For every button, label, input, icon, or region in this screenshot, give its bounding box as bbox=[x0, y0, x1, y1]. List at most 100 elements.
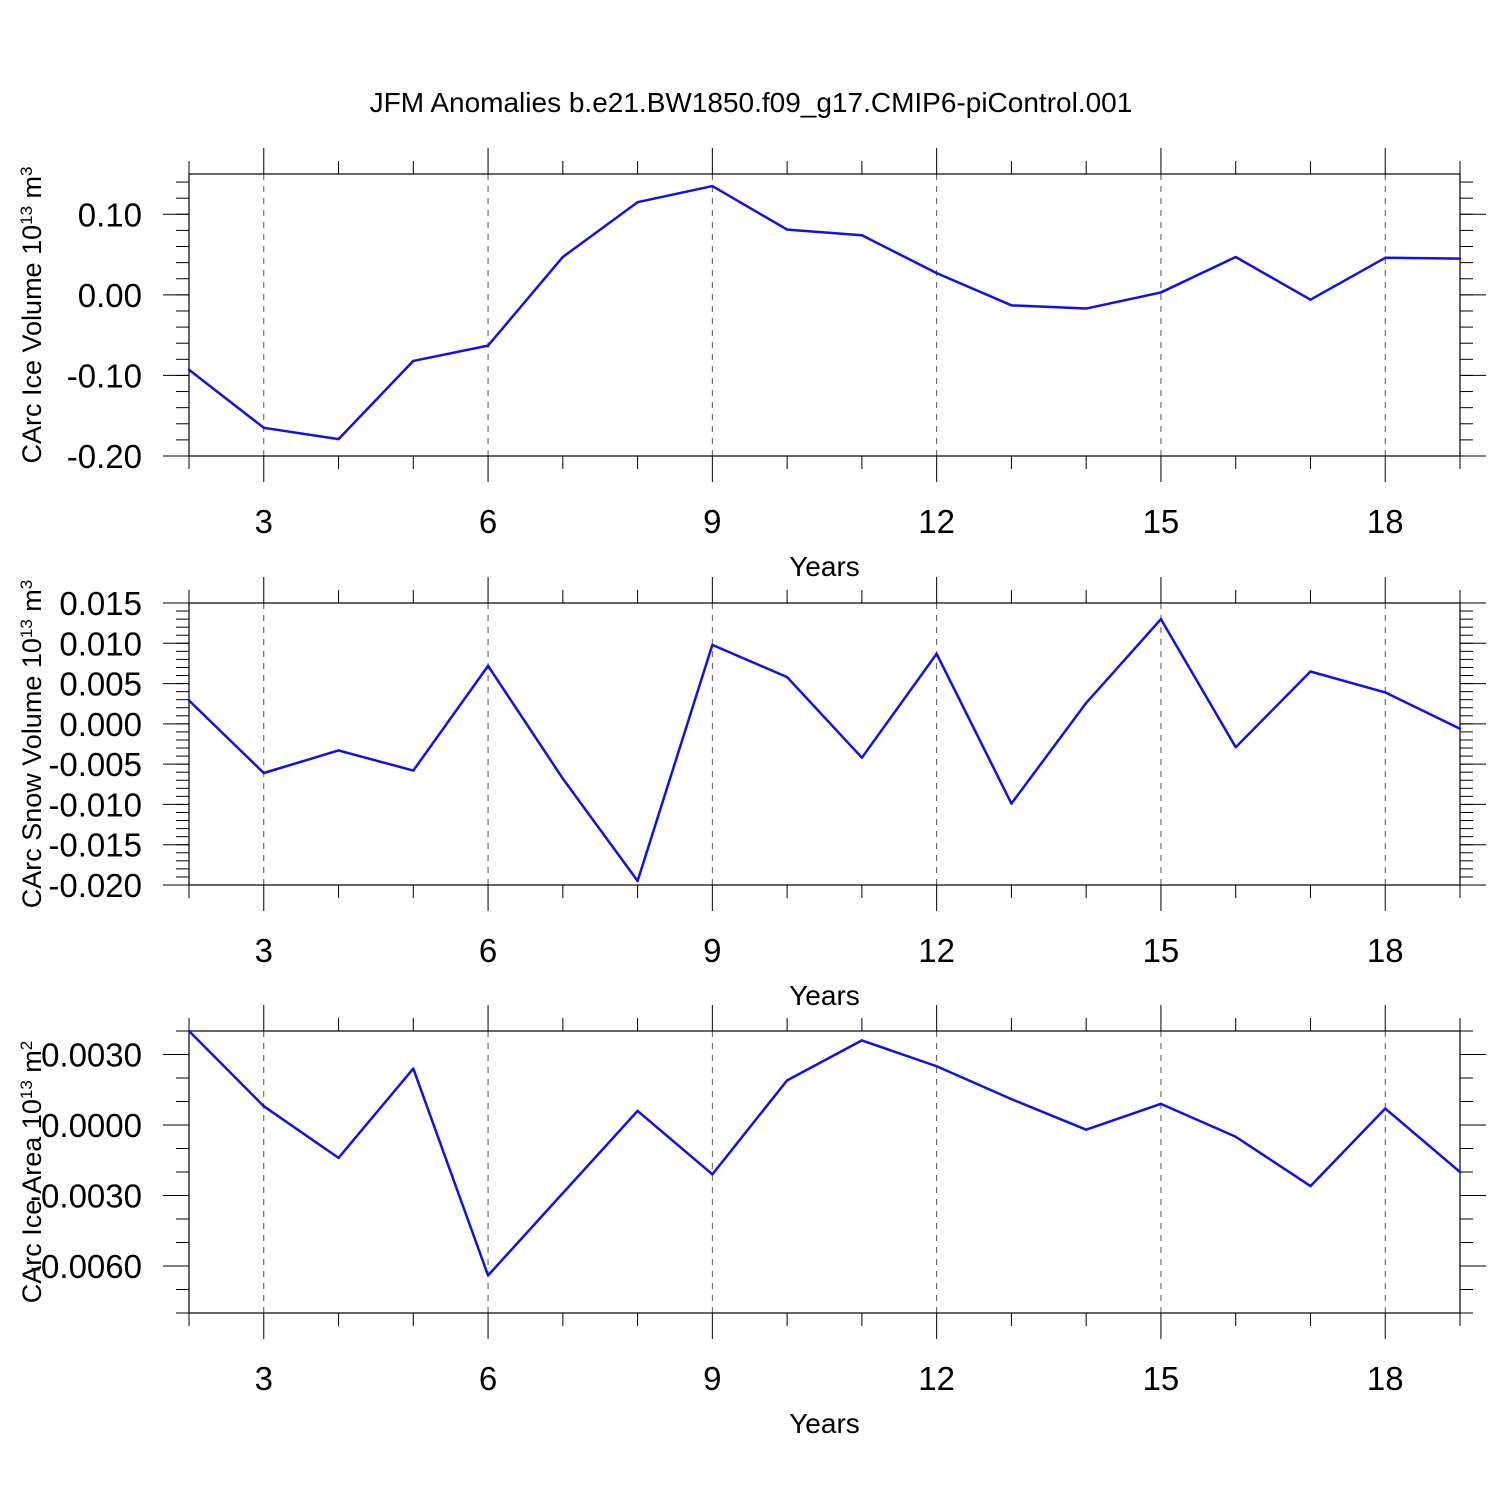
data-point bbox=[860, 1039, 864, 1042]
chart-panels: 3 6 9 12 15 18 Years -0.20 -0.10 0.00 0.10 CArc Ice… bbox=[17, 148, 1486, 1439]
data-point bbox=[187, 368, 191, 371]
y-axis-label-unit: m bbox=[17, 589, 47, 619]
series-line bbox=[188, 617, 1461, 883]
data-point bbox=[262, 1105, 265, 1108]
y-tick-label: -0.0030 bbox=[30, 1178, 142, 1215]
data-point bbox=[1234, 1135, 1237, 1138]
data-point bbox=[561, 1191, 565, 1195]
data-point bbox=[935, 652, 938, 655]
x-tick-label: 3 bbox=[255, 1360, 273, 1397]
data-point bbox=[1010, 304, 1013, 307]
x-tick-label: 6 bbox=[479, 503, 497, 540]
data-point bbox=[1234, 746, 1237, 749]
x-tick-label: 18 bbox=[1367, 932, 1404, 969]
y-tick-label: -0.20 bbox=[67, 438, 142, 475]
data-point bbox=[711, 1173, 714, 1176]
data-point bbox=[412, 359, 415, 363]
y-axis-label-unit-exponent: 2 bbox=[17, 1041, 36, 1050]
data-point bbox=[412, 769, 415, 772]
y-tick-label: 0.0030 bbox=[41, 1037, 142, 1074]
data-point bbox=[337, 437, 340, 441]
x-axis-label: Years bbox=[789, 980, 860, 1011]
y-axis-label: CArc Snow Volume 1013 m3 bbox=[17, 580, 48, 909]
data-point bbox=[486, 664, 490, 668]
data-point bbox=[711, 643, 714, 647]
data-point bbox=[711, 184, 714, 188]
data-point bbox=[636, 879, 639, 883]
y-axis-label-unit: m bbox=[17, 176, 47, 206]
data-point bbox=[1010, 802, 1013, 805]
y-tick-label: -0.005 bbox=[48, 746, 142, 783]
data-point bbox=[1458, 257, 1462, 260]
data-point bbox=[1309, 1184, 1312, 1188]
data-point bbox=[187, 1029, 191, 1033]
y-axis-label-exponent: 13 bbox=[17, 206, 36, 225]
data-point bbox=[1309, 298, 1312, 301]
y-axis-label-exponent: 13 bbox=[17, 1080, 36, 1099]
data-point bbox=[636, 201, 639, 204]
data-point bbox=[1010, 1097, 1013, 1101]
x-tick-label: 3 bbox=[255, 932, 273, 969]
data-point bbox=[935, 1065, 938, 1068]
data-point bbox=[1159, 1102, 1163, 1106]
y-axis-label: CArc Ice Area 1013 m2 bbox=[17, 1041, 48, 1304]
data-point bbox=[785, 1079, 789, 1082]
plot-frame bbox=[188, 1030, 1461, 1314]
data-point bbox=[561, 777, 565, 780]
y-axis-label-unit: m bbox=[17, 1050, 47, 1080]
data-point bbox=[1159, 291, 1163, 294]
data-point bbox=[860, 234, 864, 237]
y-axis-label: CArc Ice Volume 1013 m3 bbox=[17, 166, 48, 463]
panel-2: 3 6 9 12 15 18Years-0.020-0.015-0.010-0.0050.… bbox=[17, 577, 1486, 1011]
x-axis-label: Years bbox=[789, 1408, 860, 1439]
y-tick-label: 0.10 bbox=[78, 196, 142, 233]
x-tick-label: 18 bbox=[1367, 1360, 1404, 1397]
y-tick-label: 0.0000 bbox=[41, 1107, 142, 1144]
data-point bbox=[337, 749, 340, 752]
data-point bbox=[486, 344, 490, 347]
x-tick-label: 12 bbox=[918, 932, 955, 969]
data-point bbox=[636, 1109, 639, 1113]
data-point bbox=[1458, 1170, 1462, 1174]
x-tick-label: 9 bbox=[703, 1360, 721, 1397]
y-tick-label: -0.010 bbox=[48, 786, 142, 823]
x-tick-label: 18 bbox=[1367, 503, 1404, 540]
plot-frame bbox=[188, 602, 1461, 886]
data-point bbox=[1458, 727, 1462, 730]
y-axis-label-text: CArc Ice Area 10 bbox=[17, 1099, 47, 1303]
data-point bbox=[561, 255, 565, 259]
x-tick-label: 6 bbox=[479, 932, 497, 969]
y-tick-label: -0.015 bbox=[48, 827, 142, 864]
y-axis-label-unit-exponent: 3 bbox=[17, 166, 36, 175]
y-axis-label-unit-exponent: 3 bbox=[17, 580, 36, 589]
x-tick-label: 15 bbox=[1143, 503, 1180, 540]
data-point bbox=[486, 1274, 490, 1277]
data-point bbox=[1084, 307, 1088, 310]
data-point bbox=[785, 675, 789, 679]
x-tick-label: 3 bbox=[255, 503, 273, 540]
chart-title: JFM Anomalies b.e21.BW1850.f09_g17.CMIP6… bbox=[370, 87, 1133, 118]
series-line bbox=[188, 184, 1461, 441]
data-point bbox=[412, 1067, 415, 1070]
data-point bbox=[860, 756, 864, 759]
panel-3: 3 6 9 12 15 18 Years -0.0060 -0.0030 0.0000 0.0030… bbox=[17, 1005, 1486, 1439]
plot-frame bbox=[188, 173, 1461, 457]
data-point bbox=[262, 771, 265, 775]
y-tick-label: -0.10 bbox=[67, 357, 142, 394]
panel-1: 3 6 9 12 15 18 Years -0.20 -0.10 0.00 0.10 CArc Ice… bbox=[17, 148, 1486, 582]
y-tick-label: 0.000 bbox=[59, 706, 142, 743]
data-point bbox=[785, 228, 789, 231]
x-tick-label: 15 bbox=[1143, 932, 1180, 969]
y-axis-label-text: CArc Snow Volume 10 bbox=[17, 638, 47, 908]
x-tick-label: 12 bbox=[918, 503, 955, 540]
data-point bbox=[1084, 1128, 1088, 1131]
data-point bbox=[1309, 670, 1312, 673]
y-axis-label-text: CArc Ice Volume 10 bbox=[17, 225, 47, 464]
data-point bbox=[337, 1156, 340, 1160]
x-tick-label: 9 bbox=[703, 503, 721, 540]
x-tick-label: 6 bbox=[479, 1360, 497, 1397]
data-point bbox=[1234, 255, 1237, 259]
series-line bbox=[188, 1030, 1461, 1277]
x-axis-label: Years bbox=[789, 551, 860, 582]
